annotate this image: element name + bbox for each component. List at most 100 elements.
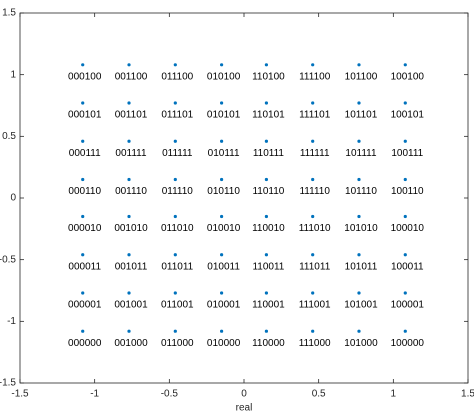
point bbox=[403, 291, 407, 295]
point bbox=[81, 329, 85, 333]
x-tick-label: 0 bbox=[241, 389, 247, 400]
point-label: 110010 bbox=[252, 223, 285, 234]
point bbox=[220, 139, 224, 143]
x-tick-label: 0.5 bbox=[312, 389, 326, 400]
point bbox=[173, 139, 177, 143]
point-label: 011111 bbox=[162, 148, 193, 159]
point-label: 011100 bbox=[161, 71, 193, 82]
y-tick-label: -1.5 bbox=[0, 378, 16, 389]
point bbox=[127, 63, 131, 67]
y-tick-label: 1 bbox=[10, 69, 16, 80]
x-tick-label: -0.5 bbox=[161, 389, 179, 400]
point-label: 100111 bbox=[391, 148, 423, 159]
point-label: 111011 bbox=[299, 261, 331, 272]
point bbox=[264, 101, 268, 105]
point-label: 100110 bbox=[391, 186, 424, 197]
point bbox=[173, 101, 177, 105]
y-tick-label: -1 bbox=[7, 316, 16, 327]
x-tick-label: -1.5 bbox=[11, 389, 29, 400]
point-label: 101011 bbox=[345, 261, 378, 272]
point-label: 100100 bbox=[391, 71, 425, 82]
point bbox=[264, 177, 268, 182]
x-axis-label: real bbox=[236, 403, 253, 414]
point bbox=[173, 177, 177, 182]
point-label: 001011 bbox=[115, 261, 148, 272]
point bbox=[173, 63, 177, 67]
point-label: 101110 bbox=[345, 186, 377, 197]
point bbox=[403, 329, 407, 333]
point-label: 010110 bbox=[207, 186, 240, 197]
point-label: 111100 bbox=[299, 71, 331, 82]
point-label: 111010 bbox=[299, 223, 331, 234]
point bbox=[81, 214, 85, 219]
point bbox=[357, 214, 361, 219]
point bbox=[357, 177, 361, 182]
point-label: 100011 bbox=[391, 261, 424, 272]
point-label: 010111 bbox=[208, 148, 240, 159]
point bbox=[264, 329, 268, 333]
point bbox=[357, 291, 361, 295]
point-label: 011101 bbox=[161, 110, 193, 121]
point-label: 011010 bbox=[161, 223, 194, 234]
point-label: 111101 bbox=[299, 110, 331, 121]
point-label: 001100 bbox=[115, 71, 148, 82]
y-tick-label: 1.5 bbox=[2, 8, 16, 19]
point-label: 000000 bbox=[68, 338, 102, 349]
point-label: 001000 bbox=[114, 338, 148, 349]
point-label: 100010 bbox=[391, 223, 425, 234]
point-label: 010010 bbox=[207, 223, 241, 234]
point-label: 010011 bbox=[207, 261, 240, 272]
point-label: 001110 bbox=[115, 186, 147, 197]
point bbox=[311, 139, 315, 143]
point-label: 001010 bbox=[114, 223, 148, 234]
point-label: 111110 bbox=[299, 186, 330, 197]
point-label: 101001 bbox=[344, 300, 378, 311]
point-label: 111000 bbox=[299, 338, 331, 349]
point-label: 110101 bbox=[252, 110, 285, 121]
point bbox=[81, 101, 85, 105]
point bbox=[403, 63, 407, 67]
point bbox=[220, 214, 224, 219]
point-label: 011001 bbox=[161, 300, 194, 311]
point-label: 110000 bbox=[252, 338, 285, 349]
point bbox=[81, 177, 85, 182]
point-label: 101000 bbox=[344, 338, 378, 349]
point-label: 101111 bbox=[345, 148, 377, 159]
point-label: 110111 bbox=[253, 148, 285, 159]
point-label: 010001 bbox=[207, 300, 241, 311]
point-label: 010100 bbox=[207, 71, 241, 82]
plot-frame bbox=[19, 12, 469, 384]
point-label: 000011 bbox=[68, 261, 101, 272]
point bbox=[403, 101, 407, 105]
point bbox=[311, 291, 315, 295]
point bbox=[127, 139, 131, 143]
point bbox=[357, 253, 361, 257]
point bbox=[81, 253, 85, 257]
point bbox=[81, 63, 85, 67]
point bbox=[357, 139, 361, 143]
point bbox=[173, 329, 177, 333]
point bbox=[173, 214, 177, 219]
point-label: 001111 bbox=[115, 148, 147, 159]
point-label: 100001 bbox=[391, 300, 425, 311]
point-label: 000110 bbox=[68, 186, 101, 197]
point bbox=[220, 253, 224, 257]
point bbox=[311, 177, 315, 182]
point bbox=[220, 101, 224, 105]
point bbox=[264, 253, 268, 257]
y-tick-label: -0.5 bbox=[0, 254, 16, 265]
point bbox=[403, 139, 407, 143]
point bbox=[127, 177, 131, 182]
point-label: 000101 bbox=[68, 110, 102, 121]
point bbox=[264, 214, 268, 219]
point bbox=[357, 63, 361, 67]
point-label: 001101 bbox=[115, 110, 148, 121]
point-label: 110011 bbox=[252, 261, 284, 272]
point-label: 100101 bbox=[391, 110, 425, 121]
point-label: 010000 bbox=[207, 338, 241, 349]
point-label: 001001 bbox=[114, 300, 148, 311]
point-label: 011110 bbox=[162, 186, 194, 197]
x-tick-label: -1 bbox=[90, 389, 99, 400]
point bbox=[311, 63, 315, 67]
point-label: 100000 bbox=[391, 338, 425, 349]
